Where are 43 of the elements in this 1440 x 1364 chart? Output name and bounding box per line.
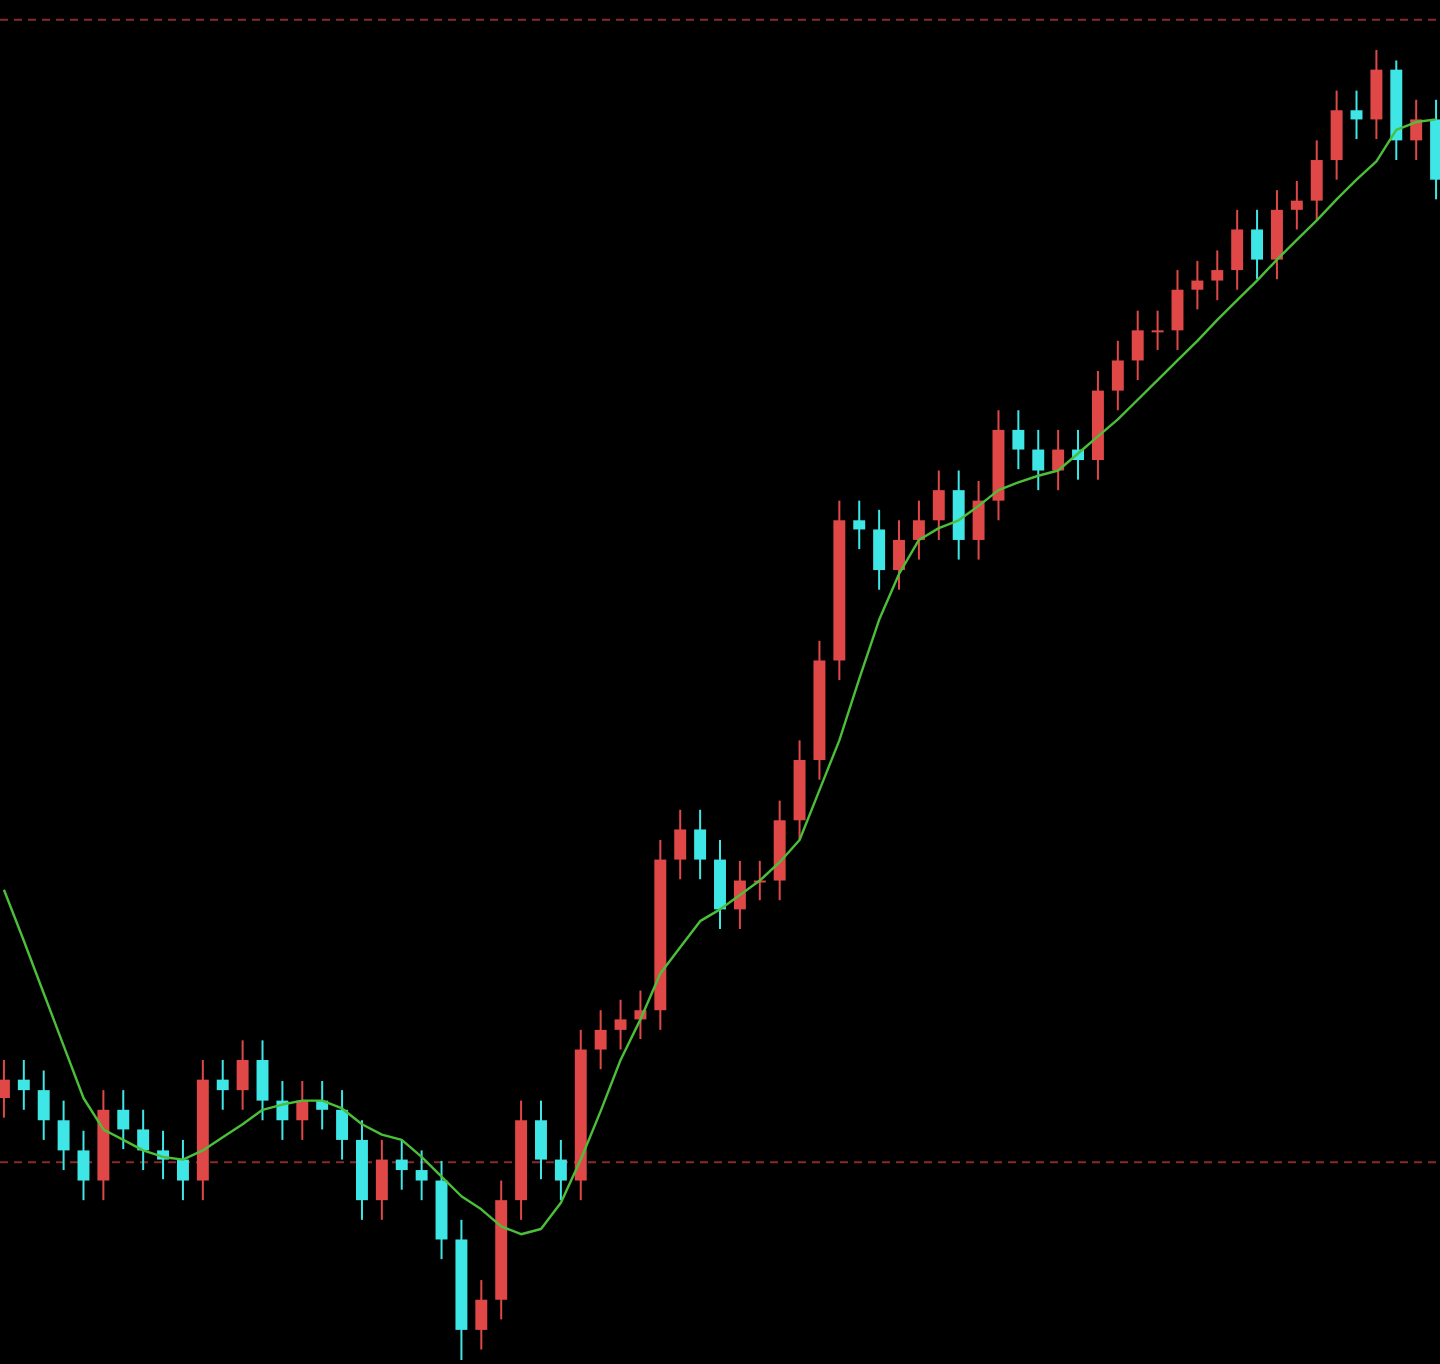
candlestick — [176, 1138, 189, 1202]
candlestick — [336, 1089, 349, 1161]
candlestick — [893, 519, 905, 591]
candlestick — [1052, 428, 1065, 492]
candlestick — [296, 1079, 309, 1141]
candlestick — [236, 1039, 249, 1111]
candlestick — [1032, 428, 1045, 492]
candlestick — [415, 1149, 428, 1202]
candlestick — [873, 508, 886, 591]
candlestick — [535, 1099, 547, 1181]
candlestick — [1350, 89, 1363, 141]
candlestick — [1191, 259, 1204, 311]
candlestick — [1211, 249, 1224, 302]
candlestick — [1151, 309, 1164, 351]
candlestick — [256, 1039, 269, 1122]
candlestick — [77, 1129, 90, 1202]
candlestick — [1310, 139, 1323, 222]
candlestick — [614, 998, 627, 1051]
candlestick — [694, 808, 707, 881]
candlestick — [475, 1279, 488, 1351]
candlestick — [912, 499, 925, 561]
candlestick — [17, 1059, 30, 1111]
candlestick — [674, 808, 687, 881]
candlestick — [216, 1059, 229, 1111]
candlestick — [57, 1099, 70, 1172]
candlestick — [0, 1059, 10, 1119]
candlestick — [594, 1009, 607, 1071]
candlestick — [1171, 269, 1184, 351]
candlestick — [1290, 180, 1303, 231]
candlestick — [37, 1069, 50, 1141]
candlestick — [972, 479, 985, 561]
candlestick — [554, 1138, 567, 1202]
candlestick — [932, 469, 945, 541]
candlestick — [137, 1108, 150, 1172]
candlestick — [1251, 208, 1264, 281]
candlestick — [395, 1138, 408, 1191]
candlestick — [375, 1138, 388, 1221]
candlestick — [1231, 208, 1244, 291]
candlestick — [1111, 339, 1124, 412]
candlestick — [1131, 309, 1144, 382]
candlestick — [1012, 409, 1025, 471]
candlestick — [853, 499, 866, 551]
candlestick — [117, 1089, 130, 1151]
